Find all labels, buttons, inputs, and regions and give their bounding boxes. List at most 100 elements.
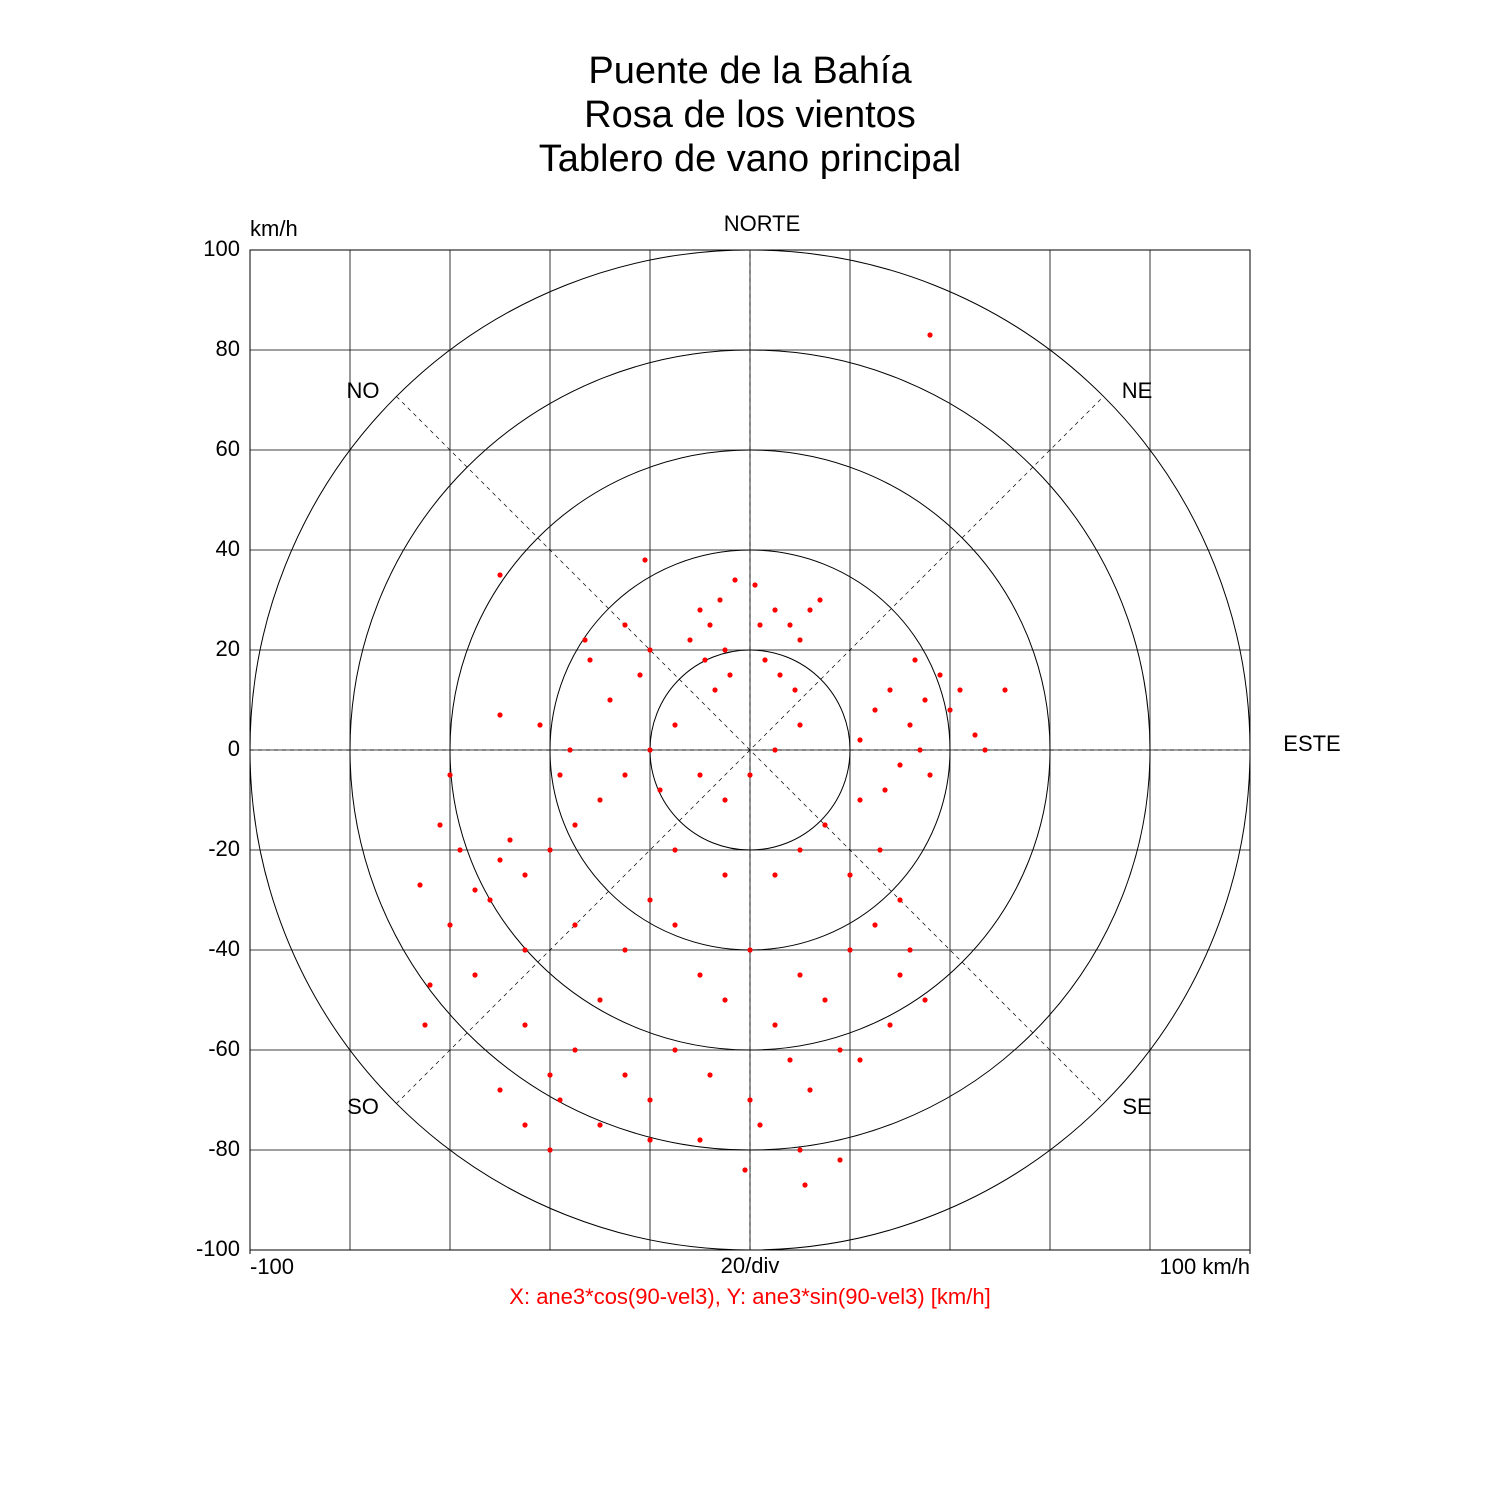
y-tick-label: -60 bbox=[208, 1036, 240, 1061]
direction-label: NO bbox=[347, 378, 380, 403]
title-line: Puente de la Bahía bbox=[588, 50, 912, 92]
data-point bbox=[752, 582, 758, 588]
data-point bbox=[722, 797, 728, 803]
data-point bbox=[772, 872, 778, 878]
data-point bbox=[797, 972, 803, 978]
data-point bbox=[822, 997, 828, 1003]
data-point bbox=[937, 672, 943, 678]
data-point bbox=[697, 772, 703, 778]
direction-label: SE bbox=[1122, 1094, 1151, 1119]
data-point bbox=[497, 712, 503, 718]
data-point bbox=[772, 747, 778, 753]
chart-title: Puente de la Bahía Rosa de los vientos T… bbox=[539, 50, 962, 180]
data-point bbox=[797, 847, 803, 853]
data-point bbox=[722, 997, 728, 1003]
data-point bbox=[537, 722, 543, 728]
data-point bbox=[672, 922, 678, 928]
data-point bbox=[797, 637, 803, 643]
y-tick-label: 0 bbox=[228, 736, 240, 761]
data-point bbox=[522, 947, 528, 953]
data-point bbox=[797, 1147, 803, 1153]
data-point bbox=[872, 707, 878, 713]
data-point bbox=[572, 822, 578, 828]
x-tick-label: 100 km/h bbox=[1160, 1254, 1251, 1279]
data-point bbox=[822, 822, 828, 828]
data-point bbox=[447, 922, 453, 928]
direction-label: NORTE bbox=[724, 211, 801, 236]
data-point bbox=[622, 622, 628, 628]
data-point bbox=[697, 607, 703, 613]
data-point bbox=[802, 1182, 808, 1188]
data-point bbox=[557, 772, 563, 778]
data-point bbox=[772, 1022, 778, 1028]
data-point bbox=[547, 847, 553, 853]
data-point bbox=[797, 722, 803, 728]
data-point bbox=[717, 597, 723, 603]
y-tick-label: -20 bbox=[208, 836, 240, 861]
data-point bbox=[497, 1087, 503, 1093]
data-point bbox=[742, 1167, 748, 1173]
x-axis-label: X: ane3*cos(90-vel3), Y: ane3*sin(90-vel… bbox=[509, 1284, 990, 1309]
data-point bbox=[522, 872, 528, 878]
data-point bbox=[522, 1022, 528, 1028]
data-point bbox=[857, 1057, 863, 1063]
data-point bbox=[1002, 687, 1008, 693]
data-point bbox=[647, 897, 653, 903]
data-point bbox=[747, 772, 753, 778]
data-point bbox=[792, 687, 798, 693]
data-point bbox=[897, 897, 903, 903]
data-point bbox=[522, 1122, 528, 1128]
data-point bbox=[847, 947, 853, 953]
title-line: Rosa de los vientos bbox=[584, 94, 916, 136]
data-point bbox=[982, 747, 988, 753]
data-point bbox=[877, 847, 883, 853]
direction-label: SO bbox=[347, 1094, 379, 1119]
title-line: Tablero de vano principal bbox=[539, 138, 962, 180]
data-point bbox=[487, 897, 493, 903]
data-point bbox=[547, 1072, 553, 1078]
data-point bbox=[897, 972, 903, 978]
data-point bbox=[472, 887, 478, 893]
y-tick-label: 20 bbox=[216, 636, 240, 661]
data-point bbox=[622, 1072, 628, 1078]
data-point bbox=[457, 847, 463, 853]
data-point bbox=[597, 997, 603, 1003]
data-point bbox=[647, 647, 653, 653]
data-point bbox=[922, 697, 928, 703]
y-tick-label: 100 bbox=[203, 236, 240, 261]
data-point bbox=[427, 982, 433, 988]
data-point bbox=[637, 672, 643, 678]
data-point bbox=[907, 947, 913, 953]
data-point bbox=[647, 1097, 653, 1103]
data-point bbox=[417, 882, 423, 888]
data-point bbox=[557, 1097, 563, 1103]
data-point bbox=[647, 747, 653, 753]
direction-line bbox=[396, 396, 1104, 1104]
data-point bbox=[897, 762, 903, 768]
data-point bbox=[687, 637, 693, 643]
data-point bbox=[747, 1097, 753, 1103]
data-point bbox=[597, 1122, 603, 1128]
data-point bbox=[917, 747, 923, 753]
data-point bbox=[472, 972, 478, 978]
data-point bbox=[922, 997, 928, 1003]
data-point bbox=[607, 697, 613, 703]
data-point bbox=[807, 607, 813, 613]
data-point bbox=[622, 947, 628, 953]
data-point bbox=[787, 1057, 793, 1063]
y-tick-label: -100 bbox=[196, 1236, 240, 1261]
data-point bbox=[887, 1022, 893, 1028]
data-point bbox=[762, 657, 768, 663]
data-point bbox=[422, 1022, 428, 1028]
data-point bbox=[572, 1047, 578, 1053]
data-point bbox=[572, 922, 578, 928]
data-point bbox=[707, 1072, 713, 1078]
data-point bbox=[747, 947, 753, 953]
data-point bbox=[582, 637, 588, 643]
data-point bbox=[697, 1137, 703, 1143]
data-point bbox=[837, 1047, 843, 1053]
data-point bbox=[927, 772, 933, 778]
data-point bbox=[872, 922, 878, 928]
data-point bbox=[647, 1137, 653, 1143]
